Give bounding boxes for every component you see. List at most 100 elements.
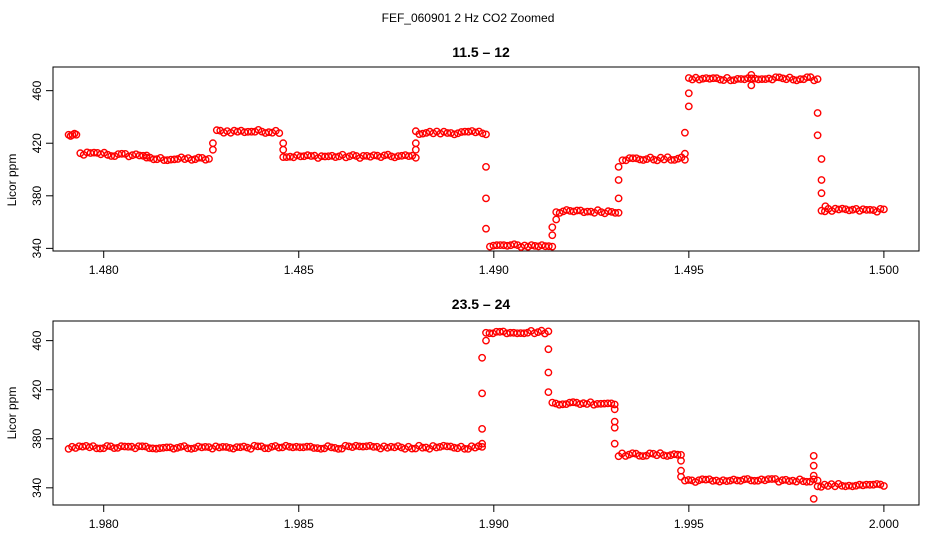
data-point <box>503 241 512 250</box>
data-point <box>548 223 557 232</box>
data-point <box>590 400 598 409</box>
x-tick-label: 1.995 <box>674 517 704 531</box>
data-point <box>411 153 420 162</box>
data-point <box>107 152 116 160</box>
data-point <box>510 240 519 249</box>
data-point <box>750 476 759 485</box>
data-point <box>334 444 343 453</box>
data-point <box>614 162 623 171</box>
data-point <box>243 443 252 452</box>
data-point <box>132 150 140 159</box>
data-point <box>628 449 637 458</box>
data-point <box>817 176 826 184</box>
data-point <box>530 329 539 338</box>
y-tick-label: 420 <box>30 379 44 399</box>
data-point <box>677 472 685 481</box>
data-point <box>149 155 158 164</box>
data-point <box>411 139 420 148</box>
data-point <box>170 155 179 164</box>
x-tick-label: 1.485 <box>284 263 314 277</box>
data-point <box>201 155 210 164</box>
data-point <box>418 129 427 138</box>
data-point <box>478 439 486 448</box>
data-point <box>684 476 693 484</box>
panel-top: 11.5 – 12 Licor ppm 1.480 1.485 1.490 1.495… <box>5 44 920 277</box>
data-point <box>736 476 745 485</box>
data-point <box>464 127 473 136</box>
data-point <box>296 152 305 161</box>
data-point <box>527 241 536 250</box>
data-point <box>813 131 822 140</box>
x-tick-label: 1.980 <box>89 517 119 531</box>
data-point <box>611 208 620 217</box>
data-point <box>544 345 553 354</box>
data-point <box>369 151 378 160</box>
data-point <box>681 128 689 137</box>
data-point <box>482 130 490 139</box>
data-point <box>645 449 654 458</box>
data-point <box>138 442 147 451</box>
data-point <box>552 215 561 224</box>
data-point <box>866 205 874 214</box>
data-point <box>482 224 490 233</box>
data-point <box>436 442 444 451</box>
data-point <box>274 443 283 452</box>
data-point <box>618 156 627 165</box>
data-point <box>316 444 325 453</box>
data-point <box>306 442 315 451</box>
panel-title: 11.5 – 12 <box>452 44 510 60</box>
data-point <box>394 152 403 161</box>
data-point <box>176 442 185 451</box>
data-point <box>279 145 288 154</box>
data-point <box>194 153 203 162</box>
data-point <box>408 444 416 453</box>
data-point <box>394 442 402 450</box>
data-point <box>323 442 332 451</box>
data-point <box>342 153 350 162</box>
data-point <box>761 476 769 485</box>
data-point <box>712 74 721 83</box>
data-point <box>614 194 623 203</box>
data-point <box>625 450 633 459</box>
data-point <box>411 145 420 154</box>
data-point <box>460 444 469 453</box>
x-tick-label: 2.000 <box>869 517 899 531</box>
data-point <box>610 400 619 409</box>
data-point <box>775 73 784 82</box>
data-point <box>695 75 704 84</box>
y-tick-label: 380 <box>30 185 44 205</box>
data-point <box>838 204 847 213</box>
data-point <box>587 207 595 216</box>
data-point <box>404 152 413 161</box>
data-point <box>709 74 718 83</box>
data-point <box>293 151 301 160</box>
data-point <box>771 73 780 82</box>
data-point <box>96 444 105 453</box>
data-point <box>740 75 749 84</box>
data-point <box>673 450 682 459</box>
data-point <box>302 442 311 451</box>
data-point <box>663 452 672 460</box>
y-tick-label: 460 <box>30 80 44 100</box>
data-point <box>162 443 171 452</box>
data-point <box>253 442 262 451</box>
data-point <box>873 480 881 488</box>
data-point <box>614 208 623 217</box>
data-point <box>726 76 735 85</box>
data-point <box>247 127 256 136</box>
data-point <box>450 443 458 452</box>
data-point <box>544 368 553 377</box>
data-point <box>548 398 557 407</box>
data-point <box>142 153 151 162</box>
data-point <box>478 353 486 362</box>
data-point <box>103 442 112 450</box>
data-point <box>124 442 133 451</box>
data-point <box>446 442 455 451</box>
panel-title: 23.5 – 24 <box>452 296 511 312</box>
data-point <box>701 475 710 484</box>
data-point <box>809 475 818 484</box>
data-point <box>478 389 486 398</box>
data-point <box>810 76 818 85</box>
data-point <box>649 155 658 164</box>
data-point <box>880 482 888 490</box>
